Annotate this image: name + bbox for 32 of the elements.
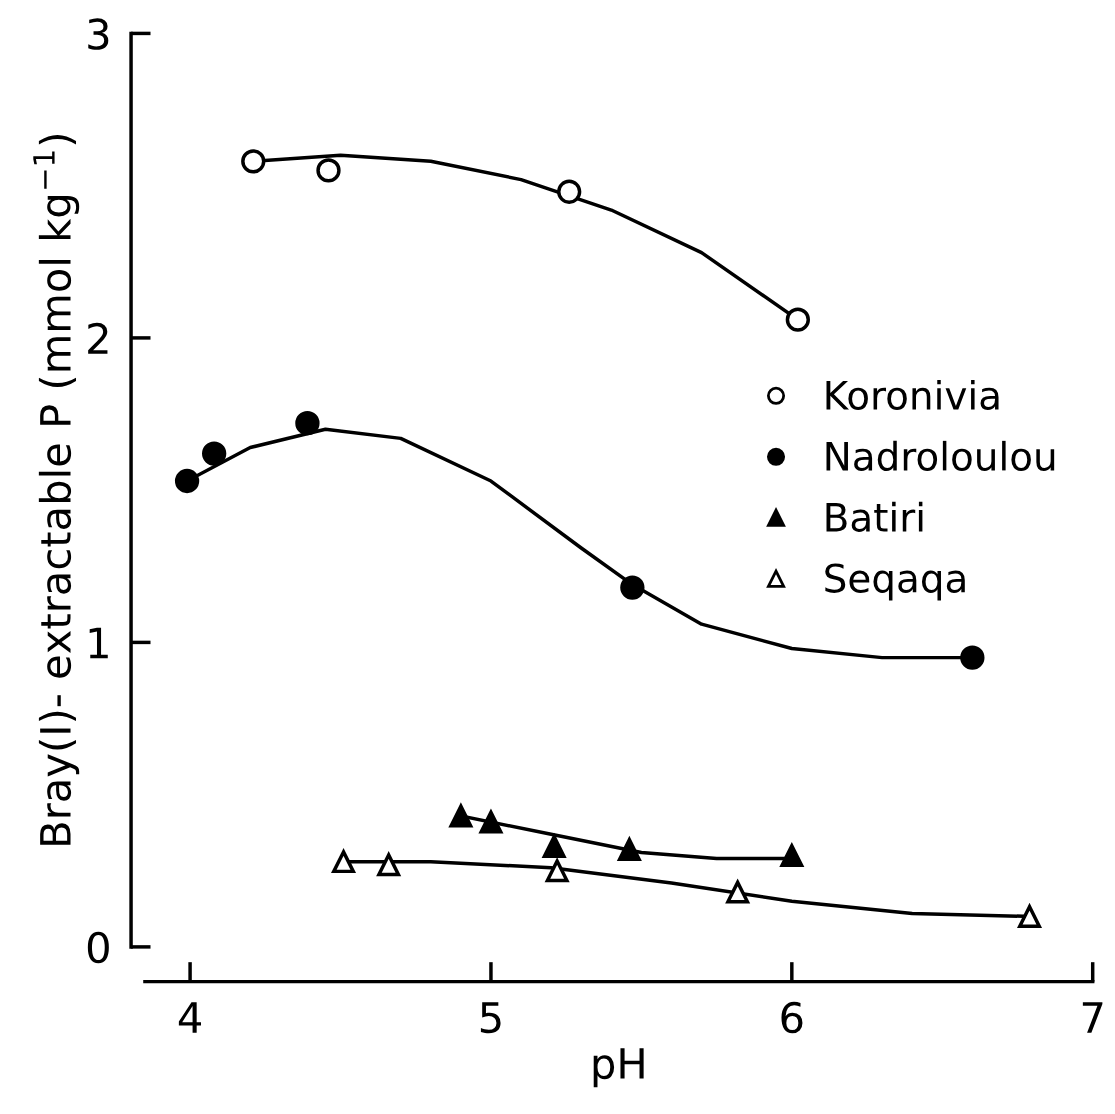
x-tick-label: 6 bbox=[781, 1001, 803, 1034]
point bbox=[241, 149, 266, 174]
y-tick-label: 3 bbox=[88, 18, 109, 50]
point bbox=[332, 850, 355, 874]
point bbox=[201, 441, 227, 466]
x-axis-title: pH bbox=[593, 1048, 644, 1088]
point bbox=[785, 307, 810, 332]
point bbox=[174, 468, 200, 494]
point bbox=[620, 575, 645, 600]
point bbox=[295, 411, 320, 436]
x-tick-label: 7 bbox=[1082, 1002, 1103, 1033]
y-tick-label: 0 bbox=[87, 931, 109, 964]
legend-label: Seqaqa bbox=[825, 563, 965, 601]
y-tick-label: 2 bbox=[88, 322, 108, 354]
point bbox=[557, 179, 582, 204]
x-tick-label: 4 bbox=[178, 1002, 201, 1033]
point bbox=[478, 808, 504, 834]
y-tick-label: 1 bbox=[89, 627, 108, 659]
legend-label: Batiri bbox=[826, 501, 923, 532]
point bbox=[780, 844, 804, 868]
point bbox=[316, 158, 341, 183]
legend-label: Koronivia bbox=[826, 379, 999, 410]
point bbox=[725, 878, 751, 904]
point bbox=[448, 802, 474, 828]
point bbox=[1018, 904, 1041, 928]
point bbox=[960, 645, 985, 670]
point bbox=[541, 832, 567, 858]
point bbox=[545, 859, 569, 883]
legend-label: Nadroloulou bbox=[826, 440, 1055, 471]
y-axis-title: Bray(I)- extractable P (mmol kg$^{−1}$) bbox=[33, 135, 80, 845]
x-tick-label: 5 bbox=[480, 1002, 501, 1034]
point bbox=[377, 853, 401, 877]
